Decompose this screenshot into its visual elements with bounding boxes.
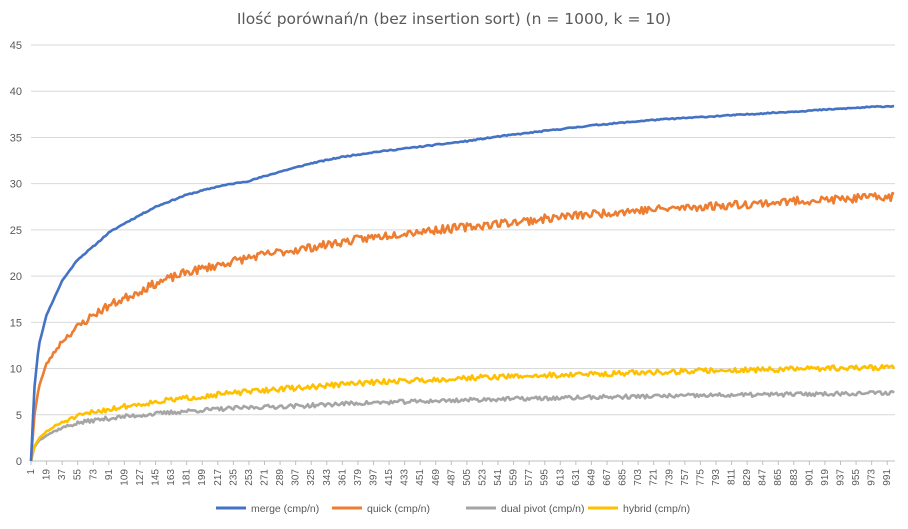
x-tick-label: 271 <box>260 469 271 486</box>
x-tick-label: 919 <box>820 469 831 486</box>
x-tick-label: 379 <box>353 469 364 486</box>
x-tick-label: 577 <box>524 469 535 486</box>
series-line-dual <box>29 390 895 462</box>
x-tick-label: 865 <box>773 469 784 486</box>
x-tick-label: 181 <box>182 469 193 486</box>
x-axis-ticks: 1 19 37 55 73 91 109 127 145 163 181 199 217 235 253 27… <box>26 461 893 486</box>
x-tick-label: 451 <box>415 469 426 486</box>
x-tick-label: 199 <box>197 469 208 486</box>
x-tick-label: 973 <box>867 469 878 486</box>
legend: merge (cmp/n) quick (cmp/n) dual pivot (cm… <box>216 503 690 515</box>
x-tick-label: 685 <box>618 469 629 486</box>
x-tick-label: 397 <box>368 469 379 486</box>
x-tick-label: 991 <box>882 469 893 486</box>
x-tick-label: 847 <box>758 469 769 486</box>
x-tick-label: 55 <box>73 469 84 481</box>
y-tick-label: 15 <box>10 317 22 329</box>
legend-label: quick (cmp/n) <box>367 503 430 515</box>
x-tick-label: 757 <box>680 469 691 486</box>
y-tick-label: 0 <box>16 456 22 468</box>
series-line-merge <box>29 104 895 462</box>
x-tick-label: 253 <box>244 469 255 486</box>
x-tick-label: 37 <box>57 469 68 481</box>
legend-label: merge (cmp/n) <box>251 503 319 515</box>
x-tick-label: 649 <box>586 469 597 486</box>
chart-title: Ilość porównań/n (bez insertion sort) (n… <box>237 10 671 28</box>
x-tick-label: 775 <box>695 469 706 486</box>
x-tick-label: 595 <box>540 469 551 486</box>
x-tick-label: 937 <box>836 469 847 486</box>
x-tick-label: 721 <box>649 469 660 486</box>
y-tick-label: 25 <box>10 225 22 237</box>
x-tick-label: 325 <box>306 469 317 486</box>
x-tick-label: 739 <box>664 469 675 486</box>
legend-label: dual pivot (cmp/n) <box>501 503 584 515</box>
x-tick-label: 19 <box>42 469 53 481</box>
x-tick-label: 307 <box>291 469 302 486</box>
legend-label: hybrid (cmp/n) <box>623 503 690 515</box>
x-tick-label: 469 <box>431 469 442 486</box>
x-tick-label: 289 <box>275 469 286 486</box>
x-tick-label: 343 <box>322 469 333 486</box>
y-axis-ticks: 0 5 10 15 20 25 30 35 40 45 <box>10 40 22 468</box>
x-tick-label: 559 <box>509 469 520 486</box>
x-tick-label: 811 <box>727 469 738 485</box>
x-tick-label: 235 <box>228 469 239 486</box>
x-tick-label: 127 <box>135 469 146 486</box>
series-lines <box>29 104 896 462</box>
x-tick-label: 145 <box>151 469 162 486</box>
x-tick-label: 613 <box>555 469 566 486</box>
y-tick-label: 30 <box>10 179 22 191</box>
x-tick-label: 901 <box>804 469 815 486</box>
y-tick-label: 45 <box>10 40 22 52</box>
gridlines <box>31 44 895 462</box>
x-tick-label: 883 <box>789 469 800 486</box>
x-tick-label: 163 <box>166 469 177 486</box>
x-tick-label: 793 <box>711 469 722 486</box>
x-tick-label: 91 <box>104 469 115 481</box>
x-tick-label: 829 <box>742 469 753 486</box>
x-tick-label: 415 <box>384 469 395 486</box>
x-tick-label: 73 <box>88 469 99 481</box>
x-tick-label: 217 <box>213 469 224 486</box>
x-tick-label: 487 <box>446 469 457 486</box>
y-tick-label: 40 <box>10 86 22 98</box>
y-tick-label: 10 <box>10 364 22 376</box>
series-line-quick <box>29 191 895 462</box>
y-tick-label: 5 <box>16 410 22 422</box>
x-tick-label: 1 <box>26 469 37 475</box>
x-tick-label: 631 <box>571 469 582 486</box>
x-tick-label: 523 <box>477 469 488 486</box>
series-line-hybrid <box>29 363 896 462</box>
x-tick-label: 505 <box>462 469 473 486</box>
y-tick-label: 20 <box>10 271 22 283</box>
y-tick-label: 35 <box>10 132 22 144</box>
x-tick-label: 541 <box>493 469 504 486</box>
x-tick-label: 955 <box>851 469 862 486</box>
x-tick-label: 667 <box>602 469 613 486</box>
x-tick-label: 433 <box>400 469 411 486</box>
x-tick-label: 109 <box>119 469 130 486</box>
x-tick-label: 703 <box>633 469 644 486</box>
x-tick-label: 361 <box>337 469 348 486</box>
